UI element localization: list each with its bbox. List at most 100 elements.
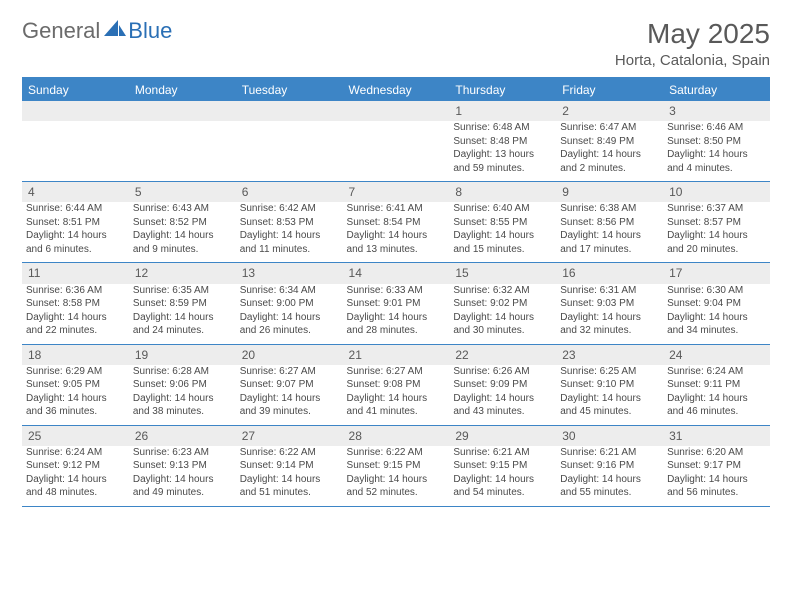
logo: General Blue xyxy=(22,18,172,44)
day-cell: Sunrise: 6:22 AMSunset: 9:14 PMDaylight:… xyxy=(236,446,343,507)
day-cell xyxy=(22,121,129,182)
day-cell: Sunrise: 6:22 AMSunset: 9:15 PMDaylight:… xyxy=(343,446,450,507)
sunset-text: Sunset: 9:17 PM xyxy=(667,459,766,473)
day-number: 3 xyxy=(663,101,770,121)
sunrise-text: Sunrise: 6:24 AM xyxy=(667,365,766,379)
day-header: Saturday xyxy=(663,78,770,101)
day-number: 15 xyxy=(449,263,556,284)
daylight-text: Daylight: 14 hours and 43 minutes. xyxy=(453,392,552,419)
sunrise-text: Sunrise: 6:27 AM xyxy=(347,365,446,379)
sunset-text: Sunset: 9:08 PM xyxy=(347,378,446,392)
daylight-text: Daylight: 14 hours and 24 minutes. xyxy=(133,311,232,338)
day-cell: Sunrise: 6:21 AMSunset: 9:15 PMDaylight:… xyxy=(449,446,556,507)
logo-text-blue: Blue xyxy=(128,18,172,44)
day-cell: Sunrise: 6:27 AMSunset: 9:07 PMDaylight:… xyxy=(236,365,343,426)
daylight-text: Daylight: 14 hours and 51 minutes. xyxy=(240,473,339,500)
sunset-text: Sunset: 9:16 PM xyxy=(560,459,659,473)
sunset-text: Sunset: 8:52 PM xyxy=(133,216,232,230)
sunset-text: Sunset: 8:55 PM xyxy=(453,216,552,230)
sunrise-text: Sunrise: 6:34 AM xyxy=(240,284,339,298)
sunrise-text: Sunrise: 6:22 AM xyxy=(240,446,339,460)
day-cell: Sunrise: 6:42 AMSunset: 8:53 PMDaylight:… xyxy=(236,202,343,263)
day-content-row: Sunrise: 6:29 AMSunset: 9:05 PMDaylight:… xyxy=(22,365,770,426)
sunset-text: Sunset: 9:09 PM xyxy=(453,378,552,392)
day-cell: Sunrise: 6:30 AMSunset: 9:04 PMDaylight:… xyxy=(663,284,770,345)
day-number: 1 xyxy=(449,101,556,121)
title-block: May 2025 Horta, Catalonia, Spain xyxy=(615,18,770,69)
day-cell: Sunrise: 6:24 AMSunset: 9:11 PMDaylight:… xyxy=(663,365,770,426)
sunrise-text: Sunrise: 6:29 AM xyxy=(26,365,125,379)
sunset-text: Sunset: 8:51 PM xyxy=(26,216,125,230)
sunset-text: Sunset: 8:50 PM xyxy=(667,135,766,149)
day-cell: Sunrise: 6:33 AMSunset: 9:01 PMDaylight:… xyxy=(343,284,450,345)
day-number: 16 xyxy=(556,263,663,284)
day-number xyxy=(129,101,236,121)
day-number: 8 xyxy=(449,182,556,203)
sunset-text: Sunset: 8:49 PM xyxy=(560,135,659,149)
day-cell: Sunrise: 6:46 AMSunset: 8:50 PMDaylight:… xyxy=(663,121,770,182)
location: Horta, Catalonia, Spain xyxy=(615,52,770,69)
sunrise-text: Sunrise: 6:21 AM xyxy=(453,446,552,460)
day-header: Tuesday xyxy=(236,78,343,101)
day-cell: Sunrise: 6:24 AMSunset: 9:12 PMDaylight:… xyxy=(22,446,129,507)
sunset-text: Sunset: 8:56 PM xyxy=(560,216,659,230)
sunrise-text: Sunrise: 6:35 AM xyxy=(133,284,232,298)
day-number: 19 xyxy=(129,344,236,365)
day-number: 26 xyxy=(129,425,236,446)
sunrise-text: Sunrise: 6:27 AM xyxy=(240,365,339,379)
sunset-text: Sunset: 9:11 PM xyxy=(667,378,766,392)
day-number: 31 xyxy=(663,425,770,446)
daylight-text: Daylight: 14 hours and 22 minutes. xyxy=(26,311,125,338)
daylight-text: Daylight: 14 hours and 17 minutes. xyxy=(560,229,659,256)
calendar-table: SundayMondayTuesdayWednesdayThursdayFrid… xyxy=(22,77,770,507)
day-number xyxy=(236,101,343,121)
sunrise-text: Sunrise: 6:24 AM xyxy=(26,446,125,460)
sunset-text: Sunset: 9:00 PM xyxy=(240,297,339,311)
day-number xyxy=(22,101,129,121)
day-header: Wednesday xyxy=(343,78,450,101)
daylight-text: Daylight: 14 hours and 6 minutes. xyxy=(26,229,125,256)
day-number: 20 xyxy=(236,344,343,365)
sunrise-text: Sunrise: 6:47 AM xyxy=(560,121,659,135)
daylight-text: Daylight: 14 hours and 34 minutes. xyxy=(667,311,766,338)
daylight-text: Daylight: 14 hours and 52 minutes. xyxy=(347,473,446,500)
daylight-text: Daylight: 14 hours and 28 minutes. xyxy=(347,311,446,338)
day-cell: Sunrise: 6:25 AMSunset: 9:10 PMDaylight:… xyxy=(556,365,663,426)
sunrise-text: Sunrise: 6:44 AM xyxy=(26,202,125,216)
daylight-text: Daylight: 14 hours and 41 minutes. xyxy=(347,392,446,419)
sunset-text: Sunset: 8:57 PM xyxy=(667,216,766,230)
day-cell: Sunrise: 6:40 AMSunset: 8:55 PMDaylight:… xyxy=(449,202,556,263)
day-number: 23 xyxy=(556,344,663,365)
sunset-text: Sunset: 9:14 PM xyxy=(240,459,339,473)
day-number: 5 xyxy=(129,182,236,203)
sunset-text: Sunset: 8:48 PM xyxy=(453,135,552,149)
sunrise-text: Sunrise: 6:33 AM xyxy=(347,284,446,298)
day-number: 24 xyxy=(663,344,770,365)
daylight-text: Daylight: 14 hours and 11 minutes. xyxy=(240,229,339,256)
day-header: Sunday xyxy=(22,78,129,101)
day-number: 7 xyxy=(343,182,450,203)
sunset-text: Sunset: 8:53 PM xyxy=(240,216,339,230)
day-cell: Sunrise: 6:41 AMSunset: 8:54 PMDaylight:… xyxy=(343,202,450,263)
sunrise-text: Sunrise: 6:31 AM xyxy=(560,284,659,298)
daylight-text: Daylight: 14 hours and 20 minutes. xyxy=(667,229,766,256)
daylight-text: Daylight: 14 hours and 26 minutes. xyxy=(240,311,339,338)
daylight-text: Daylight: 14 hours and 38 minutes. xyxy=(133,392,232,419)
sunset-text: Sunset: 9:07 PM xyxy=(240,378,339,392)
daylight-text: Daylight: 14 hours and 2 minutes. xyxy=(560,148,659,175)
day-cell xyxy=(129,121,236,182)
day-number: 6 xyxy=(236,182,343,203)
day-cell: Sunrise: 6:48 AMSunset: 8:48 PMDaylight:… xyxy=(449,121,556,182)
day-cell xyxy=(343,121,450,182)
day-cell: Sunrise: 6:47 AMSunset: 8:49 PMDaylight:… xyxy=(556,121,663,182)
sunrise-text: Sunrise: 6:26 AM xyxy=(453,365,552,379)
day-cell: Sunrise: 6:23 AMSunset: 9:13 PMDaylight:… xyxy=(129,446,236,507)
daylight-text: Daylight: 14 hours and 56 minutes. xyxy=(667,473,766,500)
sunrise-text: Sunrise: 6:40 AM xyxy=(453,202,552,216)
sunrise-text: Sunrise: 6:42 AM xyxy=(240,202,339,216)
day-number: 13 xyxy=(236,263,343,284)
sunrise-text: Sunrise: 6:22 AM xyxy=(347,446,446,460)
day-content-row: Sunrise: 6:48 AMSunset: 8:48 PMDaylight:… xyxy=(22,121,770,182)
day-content-row: Sunrise: 6:44 AMSunset: 8:51 PMDaylight:… xyxy=(22,202,770,263)
daylight-text: Daylight: 13 hours and 59 minutes. xyxy=(453,148,552,175)
